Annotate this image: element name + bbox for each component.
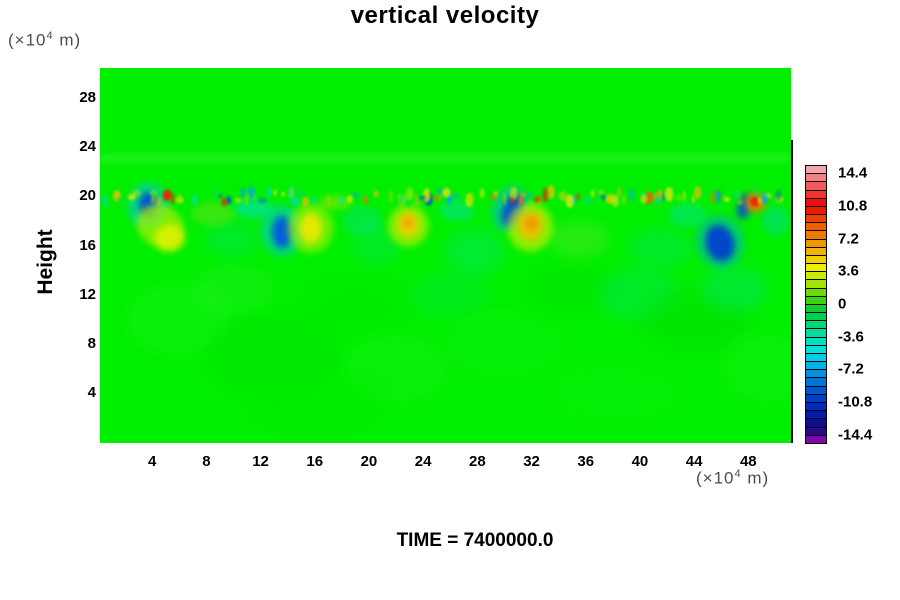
y-tick-label: 24 <box>79 138 96 156</box>
x-tick-label: 48 <box>739 453 757 470</box>
x-tick-label: 36 <box>577 453 595 470</box>
colorbar-tick-label: -7.2 <box>838 360 864 378</box>
x-axis-unit-label: (×104 m) <box>696 468 769 489</box>
x-tick-label: 12 <box>252 453 269 470</box>
heatmap-plot <box>100 68 791 443</box>
x-tick-label: 32 <box>523 453 540 470</box>
y-tick-label: 16 <box>79 236 96 254</box>
y-unit-suffix: m) <box>53 30 82 50</box>
time-annotation: TIME = 7400000.0 <box>396 530 554 551</box>
y-tick-label: 28 <box>79 89 96 107</box>
y-tick-label: 8 <box>87 334 96 352</box>
x-tick-label: 16 <box>306 453 324 470</box>
x-unit-prefix: (×10 <box>696 468 735 488</box>
y-unit-prefix: (×10 <box>8 30 47 50</box>
y-axis-unit-label: (×104 m) <box>8 30 81 51</box>
colorbar <box>805 165 827 444</box>
x-unit-exponent: 4 <box>734 468 742 480</box>
colorbar-segment <box>805 434 827 444</box>
colorbar-tick-label: 14.4 <box>838 164 868 182</box>
y-tick-label: 12 <box>79 285 96 303</box>
y-tick-label: 4 <box>87 383 96 401</box>
x-tick-label: 40 <box>631 453 649 470</box>
x-tick-label: 20 <box>360 453 378 470</box>
colorbar-tick-label: 3.6 <box>838 262 859 280</box>
x-tick-label: 24 <box>414 453 432 470</box>
colorbar-tick-label: 7.2 <box>838 230 859 248</box>
x-tick-label: 28 <box>468 453 486 470</box>
colorbar-tick-label: 0 <box>838 295 847 313</box>
colorbar-tick-label: 10.8 <box>838 197 868 215</box>
x-tick-label: 44 <box>685 453 703 470</box>
x-tick-label: 8 <box>202 453 211 470</box>
plot-right-border <box>791 140 793 443</box>
x-unit-suffix: m) <box>741 468 770 488</box>
x-tick-label: 4 <box>147 453 157 470</box>
colorbar-tick-label: -14.4 <box>838 426 873 444</box>
colorbar-tick-label: -3.6 <box>838 328 864 346</box>
colorbar-tick-label: -10.8 <box>838 393 873 411</box>
y-tick-label: 20 <box>79 187 96 205</box>
y-unit-exponent: 4 <box>46 30 54 42</box>
chart-title: vertical velocity <box>350 2 540 29</box>
